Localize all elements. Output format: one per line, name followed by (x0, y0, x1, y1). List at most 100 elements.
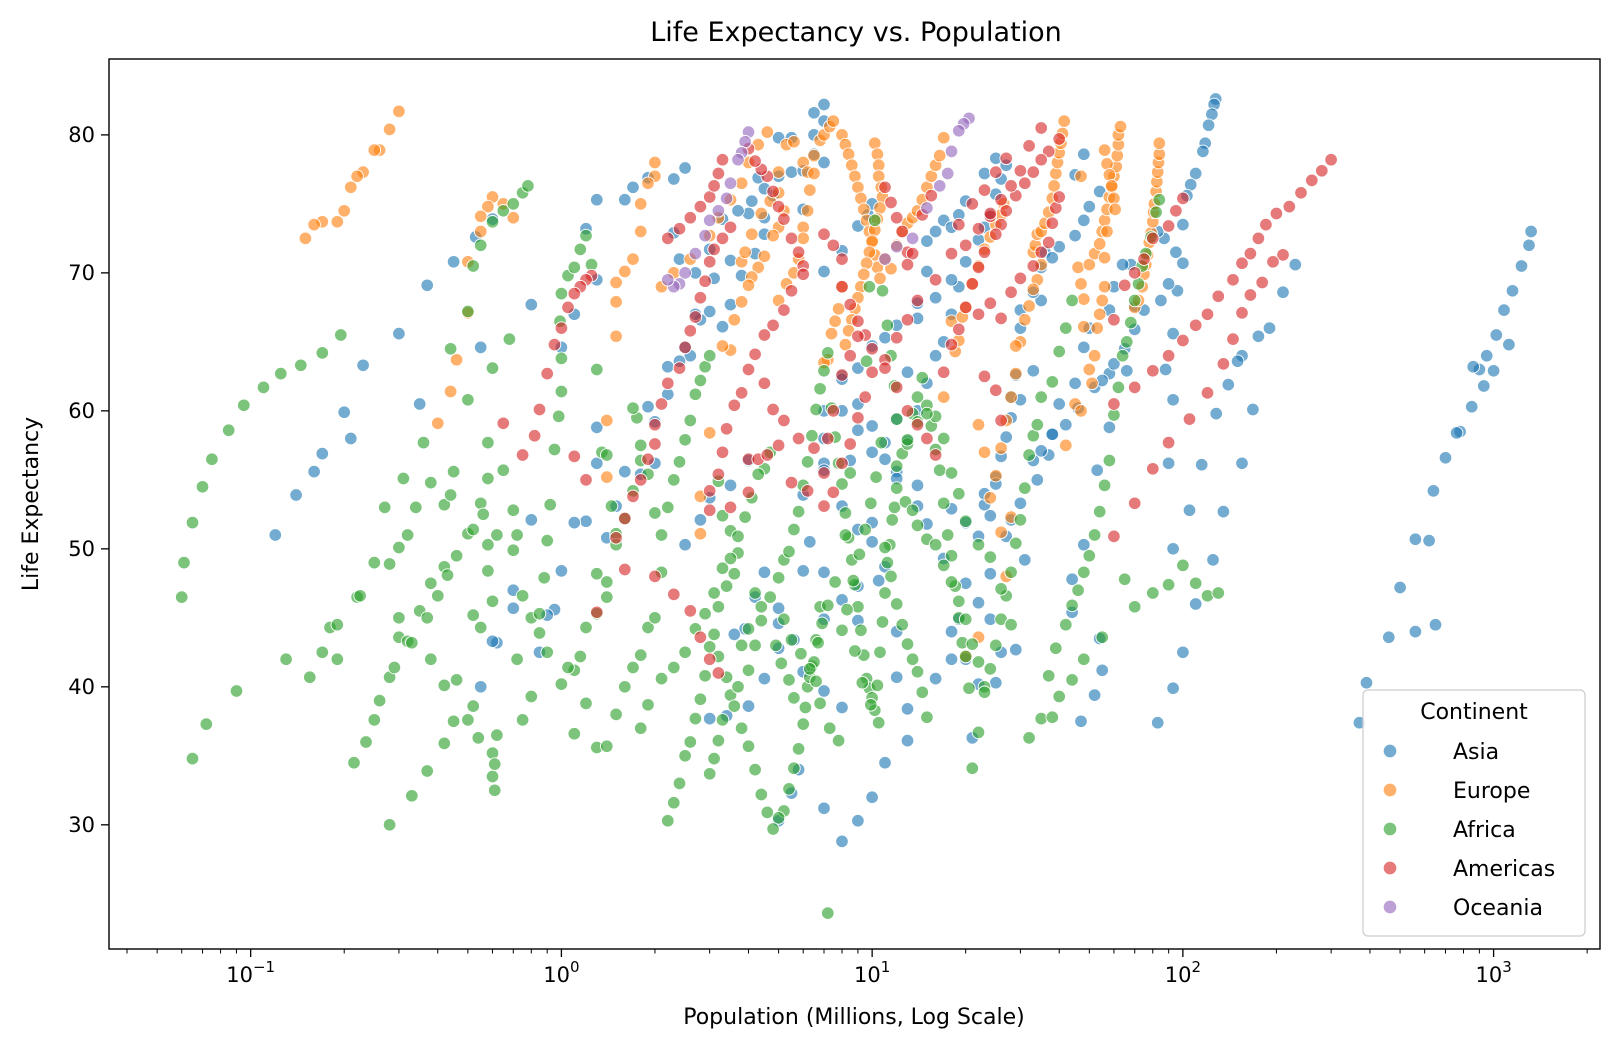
data-point (1013, 513, 1028, 527)
data-point (515, 589, 530, 603)
data-point (648, 155, 662, 170)
data-point (757, 376, 772, 391)
data-point (1152, 136, 1167, 150)
data-point (826, 485, 841, 500)
data-point (784, 475, 799, 490)
data-point (766, 184, 780, 199)
data-point (702, 640, 717, 654)
series-oceania (661, 111, 976, 294)
data-point (900, 702, 915, 716)
data-point (757, 671, 772, 686)
data-point (854, 191, 868, 206)
data-point (661, 376, 675, 391)
data-point (424, 475, 438, 490)
data-point (1030, 473, 1045, 487)
data-point (878, 755, 892, 770)
data-point (845, 158, 859, 172)
data-point (702, 484, 717, 498)
data-point (1026, 282, 1041, 297)
data-point (983, 566, 998, 581)
data-point (446, 714, 461, 729)
data-point (723, 220, 738, 235)
data-point (1022, 731, 1036, 745)
data-point (826, 238, 841, 253)
data-point (481, 564, 495, 578)
data-point (1196, 144, 1210, 159)
data-point (734, 386, 749, 400)
data-point (1127, 266, 1142, 280)
data-point (1182, 412, 1197, 426)
data-point (777, 303, 791, 317)
data-point (835, 700, 849, 715)
data-point (835, 834, 849, 849)
data-point (641, 620, 655, 635)
data-point (803, 662, 817, 676)
data-point (405, 789, 419, 803)
data-point (648, 569, 662, 584)
data-point (857, 267, 871, 282)
data-point (683, 604, 698, 618)
data-point (307, 217, 321, 232)
data-point (1206, 553, 1220, 567)
data-point (900, 433, 915, 447)
data-point (540, 366, 554, 381)
data-point (392, 326, 406, 341)
data-point (715, 152, 730, 167)
data-point (989, 383, 1003, 397)
data-point (887, 500, 902, 515)
data-point (884, 195, 898, 210)
data-point (1052, 344, 1066, 359)
data-point (367, 143, 382, 157)
data-point (618, 464, 632, 479)
data-point (952, 594, 966, 609)
data-point (1127, 380, 1142, 395)
data-point (731, 204, 745, 218)
data-point (1065, 598, 1079, 613)
data-point (1034, 121, 1048, 135)
data-point (1085, 376, 1099, 391)
data-point (412, 397, 427, 411)
data-point (1097, 143, 1112, 157)
data-point (1082, 362, 1097, 377)
legend-label: Americas (1453, 857, 1555, 882)
data-point (1077, 537, 1091, 552)
data-point (1045, 710, 1060, 724)
data-point (667, 473, 681, 487)
data-point (1216, 357, 1231, 371)
data-point (315, 346, 330, 360)
data-point (983, 491, 998, 505)
data-point (977, 685, 992, 700)
y-tick-label: 80 (68, 123, 95, 147)
data-point (1408, 624, 1423, 639)
data-point (1074, 277, 1088, 291)
data-point (590, 362, 604, 377)
data-point (884, 569, 898, 584)
data-point (205, 452, 219, 466)
data-point (1052, 689, 1066, 704)
data-point (944, 624, 959, 639)
data-point (858, 390, 872, 404)
data-point (851, 329, 865, 344)
data-point (944, 246, 959, 261)
data-point (633, 648, 648, 662)
data-point (1230, 354, 1245, 368)
data-point (741, 485, 756, 500)
data-point (626, 180, 640, 195)
data-point (920, 234, 934, 248)
data-point (1251, 231, 1266, 246)
data-point (889, 670, 904, 684)
data-point (1251, 329, 1266, 344)
data-point (688, 246, 703, 261)
data-point (741, 278, 756, 293)
data-point (920, 710, 934, 724)
data-point (485, 634, 500, 649)
data-point (738, 245, 752, 259)
data-point (958, 649, 973, 664)
data-point (1235, 456, 1249, 471)
data-point (626, 252, 640, 266)
data-point (1243, 288, 1258, 302)
data-point (824, 326, 839, 341)
data-point (1146, 586, 1160, 600)
data-point (1097, 213, 1112, 228)
